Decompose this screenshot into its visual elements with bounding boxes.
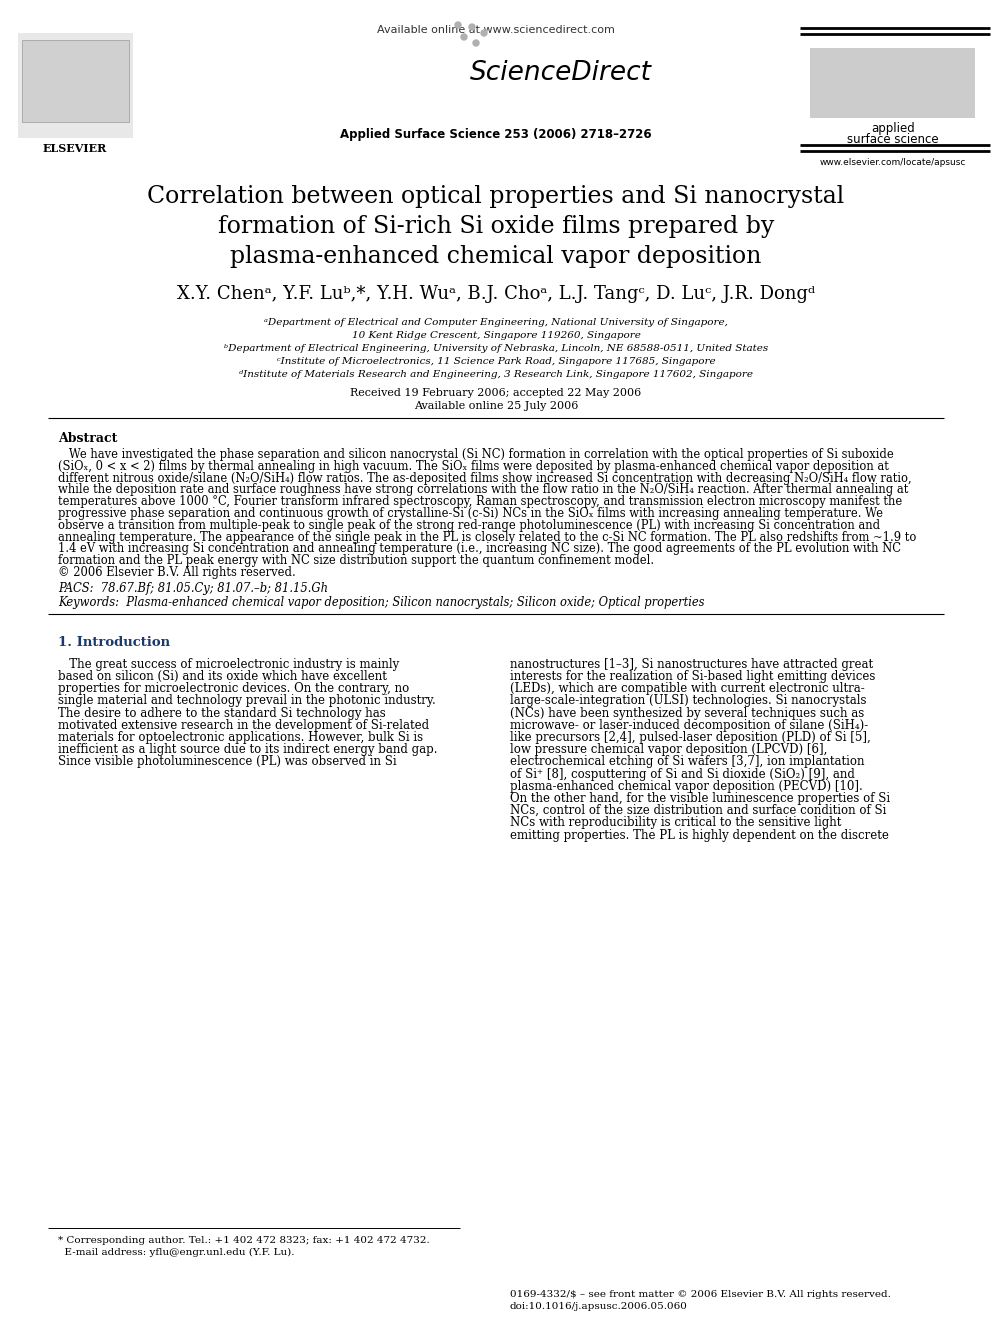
Text: Applied Surface Science 253 (2006) 2718–2726: Applied Surface Science 253 (2006) 2718–… bbox=[340, 128, 652, 142]
Text: inefficient as a light source due to its indirect energy band gap.: inefficient as a light source due to its… bbox=[58, 744, 437, 757]
Text: annealing temperature. The appearance of the single peak in the PL is closely re: annealing temperature. The appearance of… bbox=[58, 531, 917, 544]
Circle shape bbox=[469, 24, 475, 30]
Text: motivated extensive research in the development of Si-related: motivated extensive research in the deve… bbox=[58, 718, 430, 732]
Text: Received 19 February 2006; accepted 22 May 2006: Received 19 February 2006; accepted 22 M… bbox=[350, 388, 642, 398]
Text: applied: applied bbox=[871, 122, 915, 135]
Text: large-scale-integration (ULSI) technologies. Si nanocrystals: large-scale-integration (ULSI) technolog… bbox=[510, 695, 866, 708]
FancyBboxPatch shape bbox=[810, 48, 975, 118]
Text: Keywords:  Plasma-enhanced chemical vapor deposition; Silicon nanocrystals; Sili: Keywords: Plasma-enhanced chemical vapor… bbox=[58, 595, 704, 609]
Text: materials for optoelectronic applications. However, bulk Si is: materials for optoelectronic application… bbox=[58, 732, 424, 744]
Text: NCs, control of the size distribution and surface condition of Si: NCs, control of the size distribution an… bbox=[510, 804, 887, 818]
Text: ELSEVIER: ELSEVIER bbox=[43, 143, 107, 153]
Text: (LEDs), which are compatible with current electronic ultra-: (LEDs), which are compatible with curren… bbox=[510, 683, 865, 695]
Text: Correlation between optical properties and Si nanocrystal: Correlation between optical properties a… bbox=[148, 185, 844, 208]
Text: nanostructures [1–3], Si nanostructures have attracted great: nanostructures [1–3], Si nanostructures … bbox=[510, 658, 873, 671]
Text: (NCs) have been synthesized by several techniques such as: (NCs) have been synthesized by several t… bbox=[510, 706, 864, 720]
Text: while the deposition rate and surface roughness have strong correlations with th: while the deposition rate and surface ro… bbox=[58, 483, 909, 496]
Text: based on silicon (Si) and its oxide which have excellent: based on silicon (Si) and its oxide whic… bbox=[58, 669, 387, 683]
Text: formation of Si-rich Si oxide films prepared by: formation of Si-rich Si oxide films prep… bbox=[218, 216, 774, 238]
Text: NCs with reproducibility is critical to the sensitive light: NCs with reproducibility is critical to … bbox=[510, 816, 841, 830]
Text: On the other hand, for the visible luminescence properties of Si: On the other hand, for the visible lumin… bbox=[510, 792, 890, 804]
Text: (SiOₓ, 0 < x < 2) films by thermal annealing in high vacuum. The SiOₓ films were: (SiOₓ, 0 < x < 2) films by thermal annea… bbox=[58, 460, 889, 472]
Text: ScienceDirect: ScienceDirect bbox=[470, 60, 652, 86]
Text: Since visible photoluminescence (PL) was observed in Si: Since visible photoluminescence (PL) was… bbox=[58, 755, 397, 769]
Text: Abstract: Abstract bbox=[58, 433, 117, 445]
Text: low pressure chemical vapor deposition (LPCVD) [6],: low pressure chemical vapor deposition (… bbox=[510, 744, 827, 757]
Text: like precursors [2,4], pulsed-laser deposition (PLD) of Si [5],: like precursors [2,4], pulsed-laser depo… bbox=[510, 732, 871, 744]
Text: The desire to adhere to the standard Si technology has: The desire to adhere to the standard Si … bbox=[58, 706, 386, 720]
Text: © 2006 Elsevier B.V. All rights reserved.: © 2006 Elsevier B.V. All rights reserved… bbox=[58, 566, 296, 579]
Text: * Corresponding author. Tel.: +1 402 472 8323; fax: +1 402 472 4732.: * Corresponding author. Tel.: +1 402 472… bbox=[58, 1236, 430, 1245]
Text: microwave- or laser-induced decomposition of silane (SiH₄)-: microwave- or laser-induced decompositio… bbox=[510, 718, 868, 732]
Text: ᶜInstitute of Microelectronics, 11 Science Park Road, Singapore 117685, Singapor: ᶜInstitute of Microelectronics, 11 Scien… bbox=[277, 357, 715, 366]
Text: plasma-enhanced chemical vapor deposition: plasma-enhanced chemical vapor depositio… bbox=[230, 245, 762, 269]
Circle shape bbox=[461, 34, 467, 40]
Text: of Si⁺ [8], cosputtering of Si and Si dioxide (SiO₂) [9], and: of Si⁺ [8], cosputtering of Si and Si di… bbox=[510, 767, 855, 781]
Text: surface science: surface science bbox=[847, 134, 938, 146]
Text: temperatures above 1000 °C, Fourier transform infrared spectroscopy, Raman spect: temperatures above 1000 °C, Fourier tran… bbox=[58, 495, 903, 508]
Circle shape bbox=[481, 30, 487, 36]
Text: ᵈInstitute of Materials Research and Engineering, 3 Research Link, Singapore 117: ᵈInstitute of Materials Research and Eng… bbox=[239, 370, 753, 378]
Text: electrochemical etching of Si wafers [3,7], ion implantation: electrochemical etching of Si wafers [3,… bbox=[510, 755, 864, 769]
Text: The great success of microelectronic industry is mainly: The great success of microelectronic ind… bbox=[58, 658, 399, 671]
Text: 10 Kent Ridge Crescent, Singapore 119260, Singapore: 10 Kent Ridge Crescent, Singapore 119260… bbox=[351, 331, 641, 340]
Circle shape bbox=[473, 40, 479, 46]
Text: plasma-enhanced chemical vapor deposition (PECVD) [10].: plasma-enhanced chemical vapor depositio… bbox=[510, 779, 863, 792]
Text: ᵃDepartment of Electrical and Computer Engineering, National University of Singa: ᵃDepartment of Electrical and Computer E… bbox=[264, 318, 728, 327]
Text: Available online at www.sciencedirect.com: Available online at www.sciencedirect.co… bbox=[377, 25, 615, 34]
Text: E-mail address: yflu@engr.unl.edu (Y.F. Lu).: E-mail address: yflu@engr.unl.edu (Y.F. … bbox=[58, 1248, 295, 1257]
Text: X.Y. Chenᵃ, Y.F. Luᵇ,*, Y.H. Wuᵃ, B.J. Choᵃ, L.J. Tangᶜ, D. Luᶜ, J.R. Dongᵈ: X.Y. Chenᵃ, Y.F. Luᵇ,*, Y.H. Wuᵃ, B.J. C… bbox=[177, 284, 815, 303]
Text: formation and the PL peak energy with NC size distribution support the quantum c: formation and the PL peak energy with NC… bbox=[58, 554, 654, 568]
Circle shape bbox=[455, 22, 461, 28]
Text: interests for the realization of Si-based light emitting devices: interests for the realization of Si-base… bbox=[510, 669, 875, 683]
Text: ᵇDepartment of Electrical Engineering, University of Nebraska, Lincoln, NE 68588: ᵇDepartment of Electrical Engineering, U… bbox=[224, 344, 768, 353]
FancyBboxPatch shape bbox=[18, 33, 133, 138]
Text: 1. Introduction: 1. Introduction bbox=[58, 636, 170, 648]
Text: emitting properties. The PL is highly dependent on the discrete: emitting properties. The PL is highly de… bbox=[510, 828, 889, 841]
FancyBboxPatch shape bbox=[22, 40, 129, 122]
Text: single material and technology prevail in the photonic industry.: single material and technology prevail i… bbox=[58, 695, 435, 708]
Text: 0169-4332/$ – see front matter © 2006 Elsevier B.V. All rights reserved.: 0169-4332/$ – see front matter © 2006 El… bbox=[510, 1290, 891, 1299]
Text: doi:10.1016/j.apsusc.2006.05.060: doi:10.1016/j.apsusc.2006.05.060 bbox=[510, 1302, 687, 1311]
Text: Available online 25 July 2006: Available online 25 July 2006 bbox=[414, 401, 578, 411]
Text: progressive phase separation and continuous growth of crystalline-Si (c-Si) NCs : progressive phase separation and continu… bbox=[58, 507, 883, 520]
Text: We have investigated the phase separation and silicon nanocrystal (Si NC) format: We have investigated the phase separatio… bbox=[58, 448, 894, 460]
Text: www.elsevier.com/locate/apsusc: www.elsevier.com/locate/apsusc bbox=[819, 157, 966, 167]
Text: 1.4 eV with increasing Si concentration and annealing temperature (i.e., increas: 1.4 eV with increasing Si concentration … bbox=[58, 542, 901, 556]
Text: different nitrous oxide/silane (N₂O/SiH₄) flow ratios. The as-deposited films sh: different nitrous oxide/silane (N₂O/SiH₄… bbox=[58, 471, 912, 484]
Text: properties for microelectronic devices. On the contrary, no: properties for microelectronic devices. … bbox=[58, 683, 410, 695]
Text: PACS:  78.67.Bf; 81.05.Cy; 81.07.–b; 81.15.Gh: PACS: 78.67.Bf; 81.05.Cy; 81.07.–b; 81.1… bbox=[58, 582, 328, 595]
Text: observe a transition from multiple-peak to single peak of the strong red-range p: observe a transition from multiple-peak … bbox=[58, 519, 880, 532]
